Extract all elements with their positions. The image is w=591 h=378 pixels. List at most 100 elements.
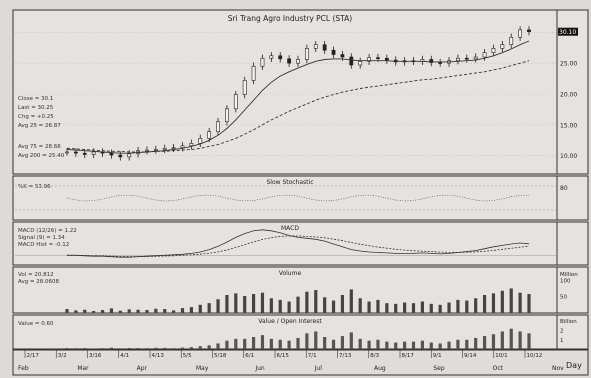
price-candle	[251, 65, 256, 81]
price-candle	[216, 121, 220, 132]
price-candle	[189, 143, 194, 147]
price-candle	[491, 48, 496, 53]
value-oi-bar	[269, 338, 273, 349]
volume-bar	[198, 304, 202, 313]
x-tick-label: 7/13	[339, 353, 352, 359]
price-candle	[500, 44, 505, 49]
macd-legend-text: MACD Hist = -0.12	[18, 242, 69, 248]
stochastic-tick-label: 80	[560, 185, 568, 192]
volume-bar	[482, 295, 487, 313]
value-oi-bar	[109, 347, 114, 349]
price-panel	[12, 9, 589, 175]
volume-bar	[518, 292, 522, 313]
x-month-label: Aug	[374, 365, 386, 372]
value-oi-tick-label: 1	[560, 338, 564, 344]
price-candle	[438, 62, 443, 64]
value-oi-bar	[118, 348, 122, 349]
volume-bar	[83, 309, 87, 313]
volume-bar	[260, 292, 265, 313]
x-tick-label: 2/17	[27, 353, 40, 359]
volume-tick-label: 50	[560, 295, 567, 301]
volume-bar	[92, 311, 96, 313]
volume-bar	[474, 298, 478, 313]
x-tick-label: 4/13	[152, 353, 165, 359]
price-candle	[242, 80, 247, 95]
volume-bar	[109, 308, 114, 313]
macd-panel	[12, 221, 589, 266]
volume-legend-text: Vol = 20.812	[18, 272, 54, 278]
price-candle	[376, 57, 380, 59]
x-month-label: Oct	[493, 365, 504, 372]
price-legend-text: Avg 75 = 28.66	[18, 144, 61, 150]
value-oi-bar	[216, 343, 220, 349]
volume-bar	[172, 310, 176, 313]
volume-bar	[154, 308, 158, 313]
value-oi-bar	[234, 338, 238, 349]
price-candle	[456, 57, 460, 62]
value-oi-bar	[385, 341, 389, 349]
value-oi-bar	[420, 340, 424, 349]
value-oi-bar	[260, 335, 265, 349]
volume-bar	[367, 301, 371, 313]
price-legend-text: Chg = +0.25	[18, 114, 54, 120]
price-candle	[384, 57, 389, 61]
price-candle	[322, 44, 327, 51]
x-tick-label: 8/17	[402, 353, 415, 359]
volume-bar	[216, 299, 220, 313]
volume-bar	[278, 299, 282, 313]
volume-bar	[234, 293, 238, 313]
x-tick-label: 6/15	[277, 353, 290, 359]
x-tick-label: 9/14	[464, 353, 477, 359]
macd-title: MACD	[281, 225, 299, 232]
value-oi-unit-label: Billion	[560, 319, 577, 325]
value-oi-bar	[145, 348, 149, 349]
volume-bar	[500, 290, 504, 313]
price-candle	[358, 61, 363, 66]
price-candle	[153, 149, 158, 151]
volume-bar	[314, 290, 318, 313]
value-oi-bar	[172, 348, 176, 349]
macd-signal-line	[67, 235, 530, 257]
price-legend-text: Close = 30.1	[18, 96, 53, 102]
price-candle	[527, 29, 531, 33]
value-oi-bar	[403, 341, 407, 349]
value-oi-bar	[314, 331, 318, 349]
value-oi-bar	[456, 339, 460, 349]
volume-bar	[100, 310, 105, 313]
price-candle	[109, 152, 114, 156]
price-candle	[331, 49, 336, 55]
price-candle	[367, 57, 371, 62]
price-candle	[118, 154, 123, 158]
price-candle	[180, 145, 185, 148]
price-tick-label: 15.00	[560, 122, 577, 129]
price-candle	[482, 52, 487, 58]
price-candle	[162, 147, 167, 150]
volume-bar	[189, 307, 193, 313]
value-oi-bar	[482, 336, 487, 349]
price-candle	[233, 94, 238, 110]
macd-legend-text: Signal (9) = 1.34	[18, 235, 65, 241]
x-tick-label: 5/18	[214, 353, 227, 359]
value-oi-bar	[83, 348, 87, 349]
volume-bar	[429, 303, 433, 313]
price-legend-text: Last = 30.25	[18, 105, 54, 111]
price-candle	[198, 138, 203, 144]
value-oi-bar	[465, 339, 469, 349]
volume-bar	[491, 293, 496, 313]
x-month-label: Mar	[77, 365, 89, 372]
value-oi-bar	[136, 348, 140, 349]
price-candle	[91, 151, 96, 155]
value-oi-bar	[411, 341, 416, 349]
volume-bar	[509, 288, 513, 313]
volume-bar	[136, 309, 140, 313]
stochastic-legend: %K = 53.96	[18, 184, 51, 190]
value-oi-bar	[74, 348, 78, 349]
volume-bar	[163, 309, 167, 313]
price-candle	[225, 108, 229, 123]
value-oi-bar	[243, 338, 247, 349]
value-oi-tick-label: 2	[560, 329, 564, 335]
x-tick-label: 3/2	[58, 353, 67, 359]
price-candle	[82, 152, 87, 155]
last-price-marker	[558, 27, 578, 36]
price-tick-label: 10.00	[560, 153, 577, 160]
